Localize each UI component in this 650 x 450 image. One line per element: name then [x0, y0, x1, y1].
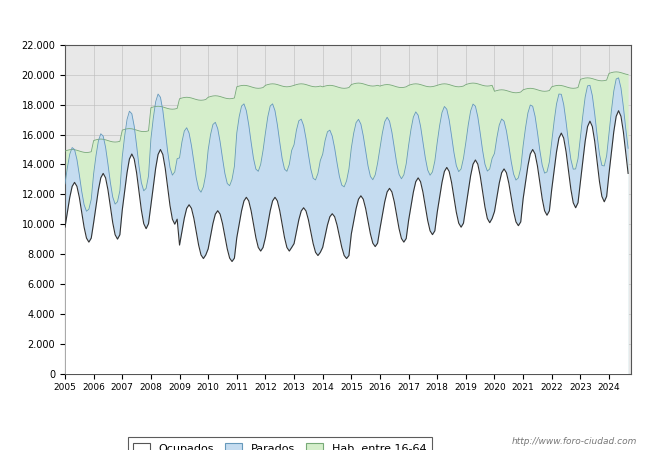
Text: http://www.foro-ciudad.com: http://www.foro-ciudad.com [512, 436, 637, 446]
Text: Lepe - Evolucion de la poblacion en edad de Trabajar Septiembre de 2024: Lepe - Evolucion de la poblacion en edad… [107, 12, 543, 24]
Legend: Ocupados, Parados, Hab. entre 16-64: Ocupados, Parados, Hab. entre 16-64 [127, 437, 432, 450]
